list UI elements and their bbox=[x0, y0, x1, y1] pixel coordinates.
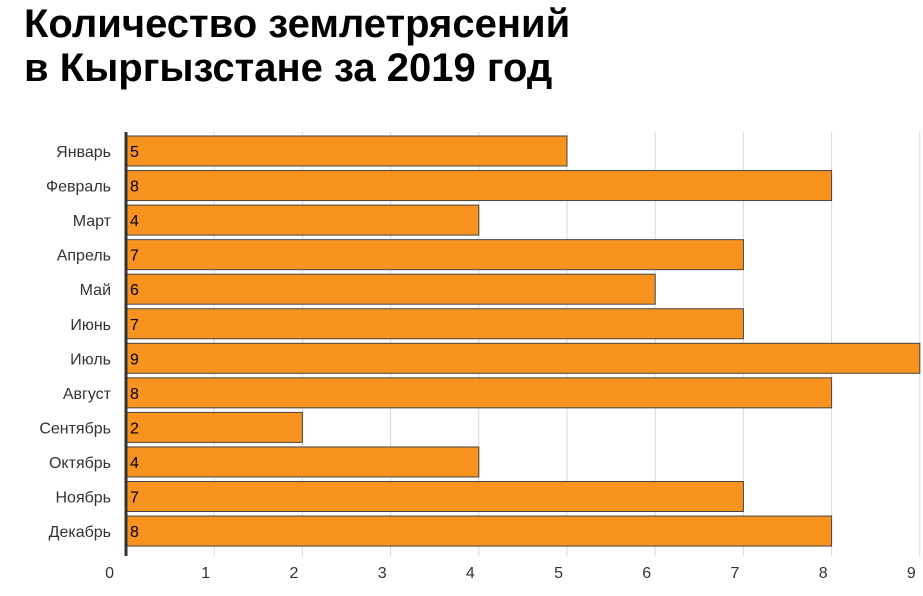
x-tick-label: 2 bbox=[289, 565, 298, 582]
data-label: 4 bbox=[130, 455, 139, 472]
x-tick-label: 6 bbox=[642, 565, 651, 582]
labels: 0 1 2 3 4 5 6 7 8 9 Январь 5 Февраль 8 Март 4 Апрель 7 Май… bbox=[39, 144, 916, 582]
data-label: 8 bbox=[130, 524, 139, 541]
data-label: 7 bbox=[130, 490, 139, 507]
chart-title-line-2: в Кыргызстане за 2019 год bbox=[24, 46, 553, 90]
bar bbox=[125, 377, 833, 409]
x-tick-label: 4 bbox=[466, 565, 475, 582]
data-label: 4 bbox=[130, 213, 139, 230]
category-label: Апрель bbox=[57, 248, 111, 265]
data-label: 6 bbox=[130, 282, 139, 299]
bar bbox=[125, 239, 744, 271]
bar bbox=[125, 342, 921, 374]
bars bbox=[125, 135, 921, 547]
category-label: Март bbox=[73, 213, 112, 230]
data-label: 9 bbox=[130, 351, 139, 368]
x-tick-label: 9 bbox=[907, 565, 916, 582]
x-tick-label: 5 bbox=[554, 565, 563, 582]
x-tick-label: 0 bbox=[105, 565, 114, 582]
category-label: Июль bbox=[70, 351, 111, 368]
category-label: Октябрь bbox=[49, 455, 111, 472]
category-label: Ноябрь bbox=[55, 490, 111, 507]
data-label: 5 bbox=[130, 144, 139, 161]
category-label: Август bbox=[63, 386, 112, 403]
bar bbox=[125, 481, 744, 512]
data-label: 7 bbox=[130, 248, 139, 265]
x-tick-label: 3 bbox=[378, 565, 387, 582]
category-label: Декабрь bbox=[49, 524, 111, 541]
category-label: Февраль bbox=[46, 179, 111, 196]
x-tick-label: 8 bbox=[819, 565, 828, 582]
category-label: Сентябрь bbox=[39, 420, 111, 437]
data-label: 7 bbox=[130, 317, 139, 334]
bar bbox=[125, 170, 833, 202]
data-label: 8 bbox=[130, 386, 139, 403]
bar bbox=[125, 411, 303, 443]
bar bbox=[125, 515, 833, 547]
category-label: Май bbox=[80, 282, 111, 299]
bar bbox=[125, 308, 744, 340]
data-label: 2 bbox=[130, 420, 139, 437]
bar bbox=[125, 273, 656, 305]
category-label: Январь bbox=[56, 144, 111, 161]
data-label: 8 bbox=[130, 179, 139, 196]
bar bbox=[125, 135, 568, 167]
x-tick-label: 1 bbox=[201, 565, 210, 582]
bar bbox=[125, 204, 480, 236]
x-tick-label: 7 bbox=[730, 565, 739, 582]
chart-title-line-1: Количество землетрясений bbox=[24, 2, 571, 46]
chart-title: Количество землетрясений в Кыргызстане з… bbox=[24, 2, 570, 90]
category-label: Июнь bbox=[70, 317, 111, 334]
bar bbox=[125, 446, 480, 478]
